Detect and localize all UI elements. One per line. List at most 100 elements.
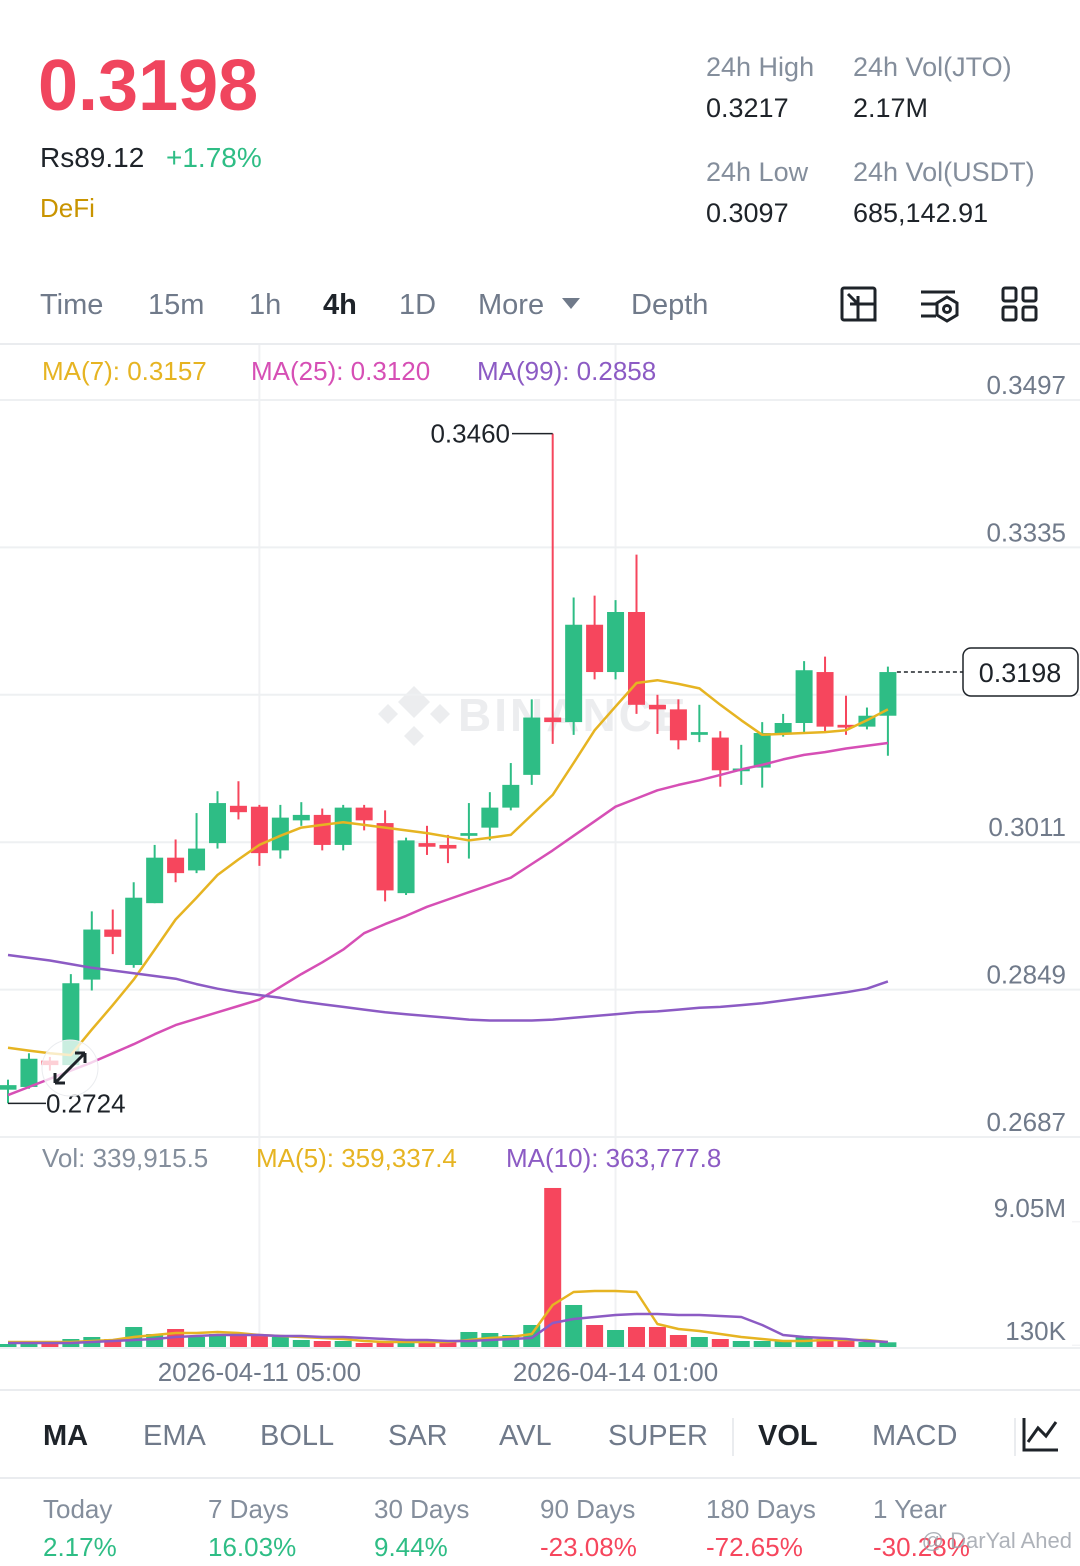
candle-body [607,612,625,673]
candle-body [355,807,373,821]
interval-tab[interactable]: More [478,289,544,321]
volume-legend: MA(5): 359,337.4 [256,1143,457,1173]
volume-legend: Vol: 339,915.5 [42,1143,208,1173]
period-label: 1 Year [873,1494,947,1524]
candle-body [313,814,331,845]
candle-body [502,784,520,808]
toolbar-icons[interactable] [840,286,1038,323]
stat-value: 2.17M [853,93,928,123]
layout-icon[interactable] [1001,286,1018,303]
volume-legend: MA(10): 363,777.8 [506,1143,721,1173]
interval-tab[interactable]: Time [40,289,103,321]
volume-bar [20,1343,38,1347]
volume-bar [858,1341,876,1347]
layout-icon [1021,286,1038,303]
candle-body [837,724,855,728]
volume-bar [41,1343,59,1347]
period-label: Today [43,1494,112,1524]
candle-body [774,723,792,734]
interval-tab[interactable]: 15m [148,289,204,321]
volume-bar [711,1339,729,1347]
interval-tab[interactable]: 4h [323,289,357,321]
interval-tab[interactable]: 1h [249,289,281,321]
stat-label: 24h Vol(JTO) [853,52,1012,82]
candle-body [690,732,708,735]
credit-watermark: @ DarYal Ahed [922,1528,1072,1553]
volume-bar [313,1340,331,1347]
x-tick-label: 2026-04-11 05:00 [158,1357,361,1387]
y-tick-label: 9.05M [994,1193,1066,1223]
volume-bar [607,1329,625,1347]
candle-body [376,823,394,891]
volume-bar [648,1326,666,1347]
settings-icon-hex [935,295,959,323]
ma-line [7,953,889,1022]
period-label: 180 Days [706,1494,816,1524]
candle-body [292,814,310,821]
candle-body [83,929,101,980]
volume-bar [376,1340,394,1347]
settings-icon[interactable] [921,290,955,318]
legend-entry: MA(7): 0.3157 [42,356,207,386]
dropdown-caret [562,298,580,309]
candle-body [879,672,897,716]
volume-bar [146,1333,164,1347]
candle-body [271,817,289,851]
indicator-tab[interactable]: AVL [499,1420,552,1452]
y-tick-label: 0.3335 [986,517,1066,547]
indicator-tab[interactable]: MACD [872,1420,957,1452]
volume-ma-line [8,1312,888,1345]
expand-button[interactable] [41,1039,99,1097]
y-tick-label: 0.3497 [986,370,1066,400]
candle-body [439,844,457,849]
last-price-label: 0.3198 [979,658,1062,688]
indicator-tab[interactable]: BOLL [260,1420,334,1452]
content: 0.3198 Rs89.12 +1.78% DeFi 24h High 0.3217 24h… [0,46,1080,1562]
candle-body [460,833,478,836]
period-change: 9.44% [374,1532,448,1562]
indicator-tab[interactable]: SAR [388,1420,448,1452]
indicator-tab[interactable]: SUPER [608,1420,708,1452]
stat-label: 24h Low [706,157,809,187]
volume-bar [753,1340,771,1347]
candle-body [125,897,143,966]
volume-bar [586,1324,604,1347]
chart-settings-icon[interactable] [1022,1418,1058,1452]
candle-body [795,670,813,724]
candle-body [418,843,436,847]
stat-label: 24h Vol(USDT) [853,157,1035,187]
interval-tab[interactable]: 1D [399,289,436,321]
legend-entry: MA(25): 0.3120 [251,356,430,386]
category-tag: DeFi [40,193,95,223]
indicator-tab[interactable]: VOL [758,1420,818,1452]
candle-body [669,709,687,741]
candle-body [167,857,185,874]
volume-bar [544,1187,562,1347]
volume-bar [439,1341,457,1347]
candle-body [229,805,247,813]
volume-bar [879,1342,897,1347]
candle-body [648,704,666,710]
volume-bar [292,1340,310,1347]
candle-body [711,737,729,771]
fullscreen-icon-arrow [846,292,860,306]
volume-bar [334,1340,352,1347]
candle-body [753,733,771,768]
ma-line [7,741,889,1097]
period-change: 16.03% [208,1532,296,1562]
indicator-tab[interactable]: MA [43,1420,88,1452]
candle-body [250,806,268,854]
y-tick-label: 130K [1005,1316,1066,1346]
volume-bar [250,1334,268,1347]
logo-part [404,726,424,746]
period-label: 7 Days [208,1494,289,1524]
interval-tab[interactable]: Depth [631,289,708,321]
volume-bar [669,1334,687,1347]
volume-bar [523,1324,541,1347]
indicator-tab[interactable]: EMA [143,1420,207,1452]
candle-body [586,624,604,673]
volume-bar [271,1336,289,1347]
period-change: -72.65% [706,1532,803,1562]
fullscreen-icon-inner [856,302,877,322]
